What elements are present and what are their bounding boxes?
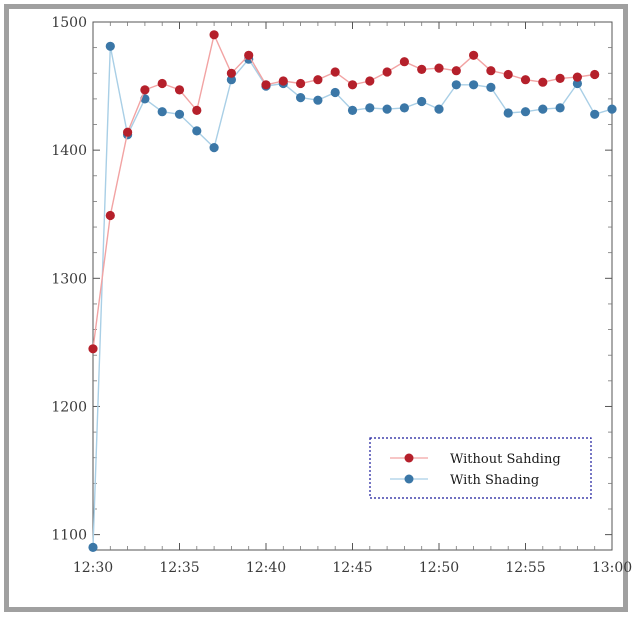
data-point-without: [590, 69, 600, 80]
data-point-with: [174, 109, 185, 119]
data-point-without: [296, 78, 306, 89]
data-point-with: [590, 109, 600, 119]
data-point-without: [451, 66, 461, 76]
data-point-without: [209, 30, 219, 40]
data-point-without: [330, 67, 340, 77]
axis-ticks: 12:30 12:35 12:40 12:45 12:50 12:55 13:00 1100 1…: [51, 15, 632, 576]
data-point-without: [88, 344, 98, 354]
data-point-without: [434, 63, 444, 73]
data-point-with: [209, 143, 219, 153]
data-point-without: [382, 67, 392, 77]
data-point-without: [261, 80, 271, 90]
data-point-with: [555, 103, 565, 113]
data-point-without: [244, 50, 254, 60]
data-point-without: [417, 64, 427, 74]
data-point-with: [347, 105, 358, 115]
y-tick-label: 1200: [51, 399, 87, 415]
x-tick-label: 12:40: [246, 560, 286, 576]
data-point-without: [399, 57, 409, 67]
data-point-without: [278, 76, 288, 86]
legend-label-without: Without Sahding: [450, 452, 561, 467]
data-point-without: [520, 75, 531, 85]
data-point-with: [520, 107, 531, 117]
data-point-without: [174, 85, 185, 95]
data-point-without: [469, 50, 479, 60]
data-point-with: [399, 103, 409, 113]
data-point-with: [503, 108, 513, 118]
data-point-with: [330, 87, 340, 98]
y-tick-label: 1100: [51, 528, 87, 544]
x-tick-label: 12:45: [332, 560, 372, 576]
data-point-without: [313, 75, 323, 85]
data-point-without: [192, 105, 202, 115]
data-point-with: [226, 75, 236, 85]
x-tick-label: 12:50: [419, 560, 459, 576]
data-point-with: [572, 78, 583, 89]
data-point-with: [382, 104, 392, 114]
data-point-with: [157, 107, 167, 117]
data-point-with: [417, 96, 427, 107]
x-tick-label: 12:55: [505, 560, 545, 576]
data-point-with: [88, 542, 98, 553]
data-point-without: [140, 85, 150, 95]
data-point-with: [365, 103, 375, 113]
y-tick-label: 1500: [51, 15, 87, 31]
legend: Without Sahding With Shading: [369, 437, 592, 499]
data-point-with: [469, 80, 479, 90]
data-point-with: [313, 95, 323, 105]
data-point-without: [157, 78, 167, 89]
data-point-with: [192, 126, 202, 136]
data-point-with: [538, 104, 548, 114]
data-point-with: [607, 104, 617, 114]
y-tick-label: 1400: [51, 143, 87, 159]
data-point-without: [105, 210, 115, 221]
x-tick-label: 12:30: [73, 560, 113, 576]
x-tick-label: 12:35: [159, 560, 199, 576]
data-point-without: [503, 69, 513, 80]
data-point-without: [538, 77, 548, 87]
x-tick-label: 13:00: [592, 560, 632, 576]
legend-marker-with: [404, 474, 414, 484]
data-point-with: [296, 93, 306, 103]
series-layer: [88, 30, 617, 553]
data-point-with: [486, 82, 496, 92]
data-point-with: [105, 41, 115, 51]
data-point-without: [555, 73, 565, 83]
legend-label-with: With Shading: [450, 473, 539, 488]
data-point-without: [226, 68, 236, 78]
data-point-without: [365, 76, 375, 86]
data-point-with: [434, 104, 444, 114]
legend-marker-without: [404, 453, 414, 463]
data-point-without: [486, 66, 496, 76]
y-tick-label: 1300: [51, 271, 87, 287]
legend-box: [369, 437, 592, 499]
data-point-with: [451, 80, 461, 90]
data-point-without: [572, 72, 583, 82]
data-point-without: [347, 80, 358, 90]
data-point-without: [123, 127, 133, 137]
